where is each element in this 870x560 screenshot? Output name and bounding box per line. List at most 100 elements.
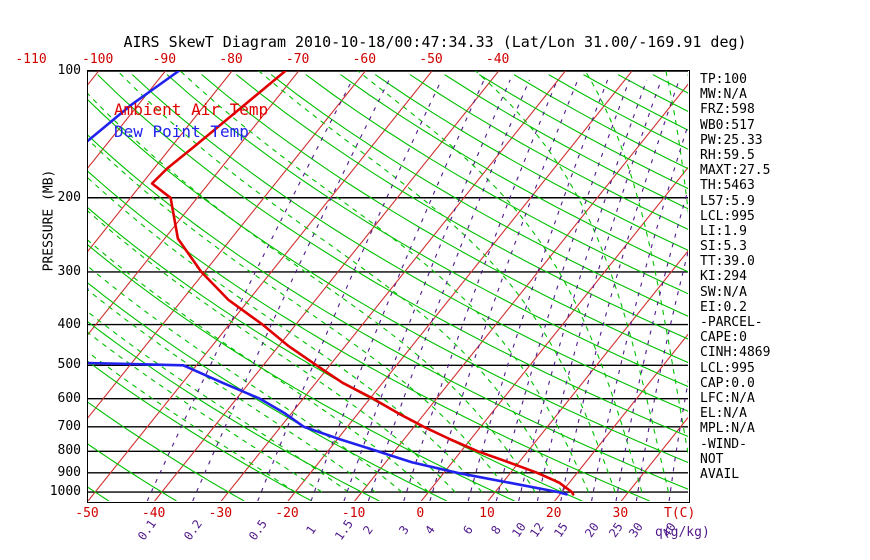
- moist-adiabat--16: [88, 331, 323, 493]
- dry-adiabat-200: [583, 74, 688, 131]
- stat-line-8: L57:5.9: [700, 193, 755, 209]
- top-temp-tick--100: -100: [82, 52, 114, 67]
- pressure-tick-800: 800: [57, 443, 81, 459]
- stat-line-6: MAXT:27.5: [700, 163, 771, 179]
- dew-point-curve: [88, 71, 568, 496]
- bottom-temp-tick--10: -10: [341, 506, 366, 521]
- top-temp-tick--90: -90: [152, 52, 177, 67]
- stat-line-15: EI:0.2: [700, 299, 747, 315]
- bottom-temp-tick-0: 0: [416, 506, 425, 521]
- stat-line-24: -WIND-: [700, 436, 747, 452]
- stat-line-13: KI:294: [700, 269, 747, 285]
- dry-adiabat-30: [88, 170, 650, 501]
- dry-adiabat-90: [201, 74, 688, 364]
- dry-adiabat--40: [88, 443, 177, 501]
- mixing-ratio-axis-label: q(g/kg): [655, 525, 710, 540]
- dry-adiabat-80: [166, 74, 688, 388]
- moist-adiabat-0: [88, 239, 429, 493]
- moist-adiabat-20: [117, 71, 563, 493]
- mixing-ratio-2: [367, 79, 530, 501]
- stat-line-14: SW:N/A: [700, 284, 747, 300]
- isotherm--10: [354, 83, 688, 501]
- mixing-ratio-0.2: [192, 79, 390, 501]
- top-temp-tick--110: -110: [15, 52, 47, 67]
- stat-line-17: CAPE:0: [700, 330, 747, 346]
- figure-title: AIRS SkewT Diagram 2010-10-18/00:47:34.3…: [123, 33, 747, 51]
- skewt-plot-area: [87, 70, 690, 503]
- mixing-ratio-25: [615, 187, 688, 501]
- legend-ambient-air-temp: Ambient Air Temp: [114, 100, 269, 119]
- dry-adiabat-70: [131, 74, 688, 412]
- dry-adiabat-190: [548, 74, 688, 150]
- isotherm--30: [220, 71, 566, 501]
- dry-adiabat-160: [444, 74, 688, 210]
- isotherm-10: [487, 250, 688, 501]
- mixing-ratio-12: [536, 79, 662, 501]
- bottom-temp-tick--30: -30: [208, 506, 233, 521]
- pressure-tick-100: 100: [57, 63, 81, 78]
- moist-adiabat--20: [88, 351, 296, 493]
- stat-line-2: FRZ:598: [700, 102, 755, 118]
- mixing-ratio-6: [467, 79, 609, 501]
- dry-adiabat-50: [88, 99, 688, 464]
- grid-lines: [88, 71, 688, 501]
- isotherm--50: [88, 71, 433, 501]
- dry-adiabat-230: [687, 74, 688, 76]
- moist-adiabat--8: [88, 289, 376, 493]
- mixing-ratio-tick-3: 3: [395, 523, 412, 537]
- moist-adiabat-12: [88, 138, 509, 493]
- pressure-tick-300: 300: [57, 263, 81, 279]
- dry-adiabat--30: [88, 401, 245, 501]
- stat-line-25: NOT: [700, 451, 724, 467]
- moist-adiabat-16: [88, 93, 536, 493]
- stat-line-26: AVAIL: [700, 466, 740, 482]
- mixing-ratio-20: [591, 123, 688, 501]
- mixing-ratio-8: [495, 79, 630, 501]
- dry-adiabat-130: [340, 74, 688, 273]
- moist-adiabat-28: [258, 71, 616, 493]
- moist-adiabat-8: [88, 177, 483, 493]
- stat-line-22: EL:N/A: [700, 406, 747, 422]
- bottom-temp-tick-20: 20: [545, 506, 562, 521]
- isotherm--80: [88, 71, 233, 252]
- isotherm-20: [554, 333, 688, 501]
- pressure-tick-700: 700: [57, 418, 81, 434]
- mixing-ratio-10: [518, 79, 648, 501]
- stat-line-3: WB0:517: [700, 117, 755, 133]
- stat-line-5: RH:59.5: [700, 147, 755, 163]
- stat-line-19: LCL:995: [700, 360, 755, 376]
- stat-line-20: CAP:0.0: [700, 375, 755, 391]
- isotherm--60: [88, 71, 366, 419]
- top-temp-tick--70: -70: [285, 52, 310, 67]
- mixing-ratio-4: [429, 79, 579, 501]
- legend-dew-point-temp: Dew Point Temp: [114, 122, 249, 141]
- isotherm--40: [154, 71, 500, 501]
- mixing-ratio-1.5: [343, 79, 511, 501]
- dry-adiabat-60: [97, 74, 688, 438]
- dry-adiabat-140: [374, 74, 688, 251]
- sounding-curves: [88, 71, 575, 496]
- mixing-ratio-tick-6: 6: [460, 523, 476, 537]
- skewt-canvas: [88, 71, 688, 501]
- stat-line-23: MPL:N/A: [700, 421, 755, 437]
- moist-adiabat-24: [179, 71, 590, 493]
- moist-adiabat-4: [88, 210, 456, 493]
- top-temp-tick--80: -80: [219, 52, 243, 67]
- dry-adiabat--20: [88, 360, 312, 501]
- stat-line-0: TP:100: [700, 72, 747, 87]
- dry-adiabat-40: [88, 134, 688, 490]
- stat-line-9: LCL:995: [700, 208, 755, 224]
- bottom-temp-tick-10: 10: [479, 506, 495, 521]
- isotherm-0: [420, 166, 688, 501]
- moist-adiabat--12: [88, 311, 349, 493]
- dry-adiabat--50: [88, 486, 110, 501]
- dry-adiabat--10: [88, 321, 380, 501]
- stat-line-7: TH:5463: [700, 178, 755, 194]
- bottom-temp-axis-label: T(C): [664, 506, 696, 521]
- stat-line-4: PW:25.33: [700, 132, 763, 148]
- top-temp-tick--50: -50: [419, 52, 443, 67]
- stat-line-16: -PARCEL-: [700, 315, 763, 330]
- isotherm-30: [620, 416, 688, 501]
- mixing-ratio-tick-20: 20: [581, 520, 602, 540]
